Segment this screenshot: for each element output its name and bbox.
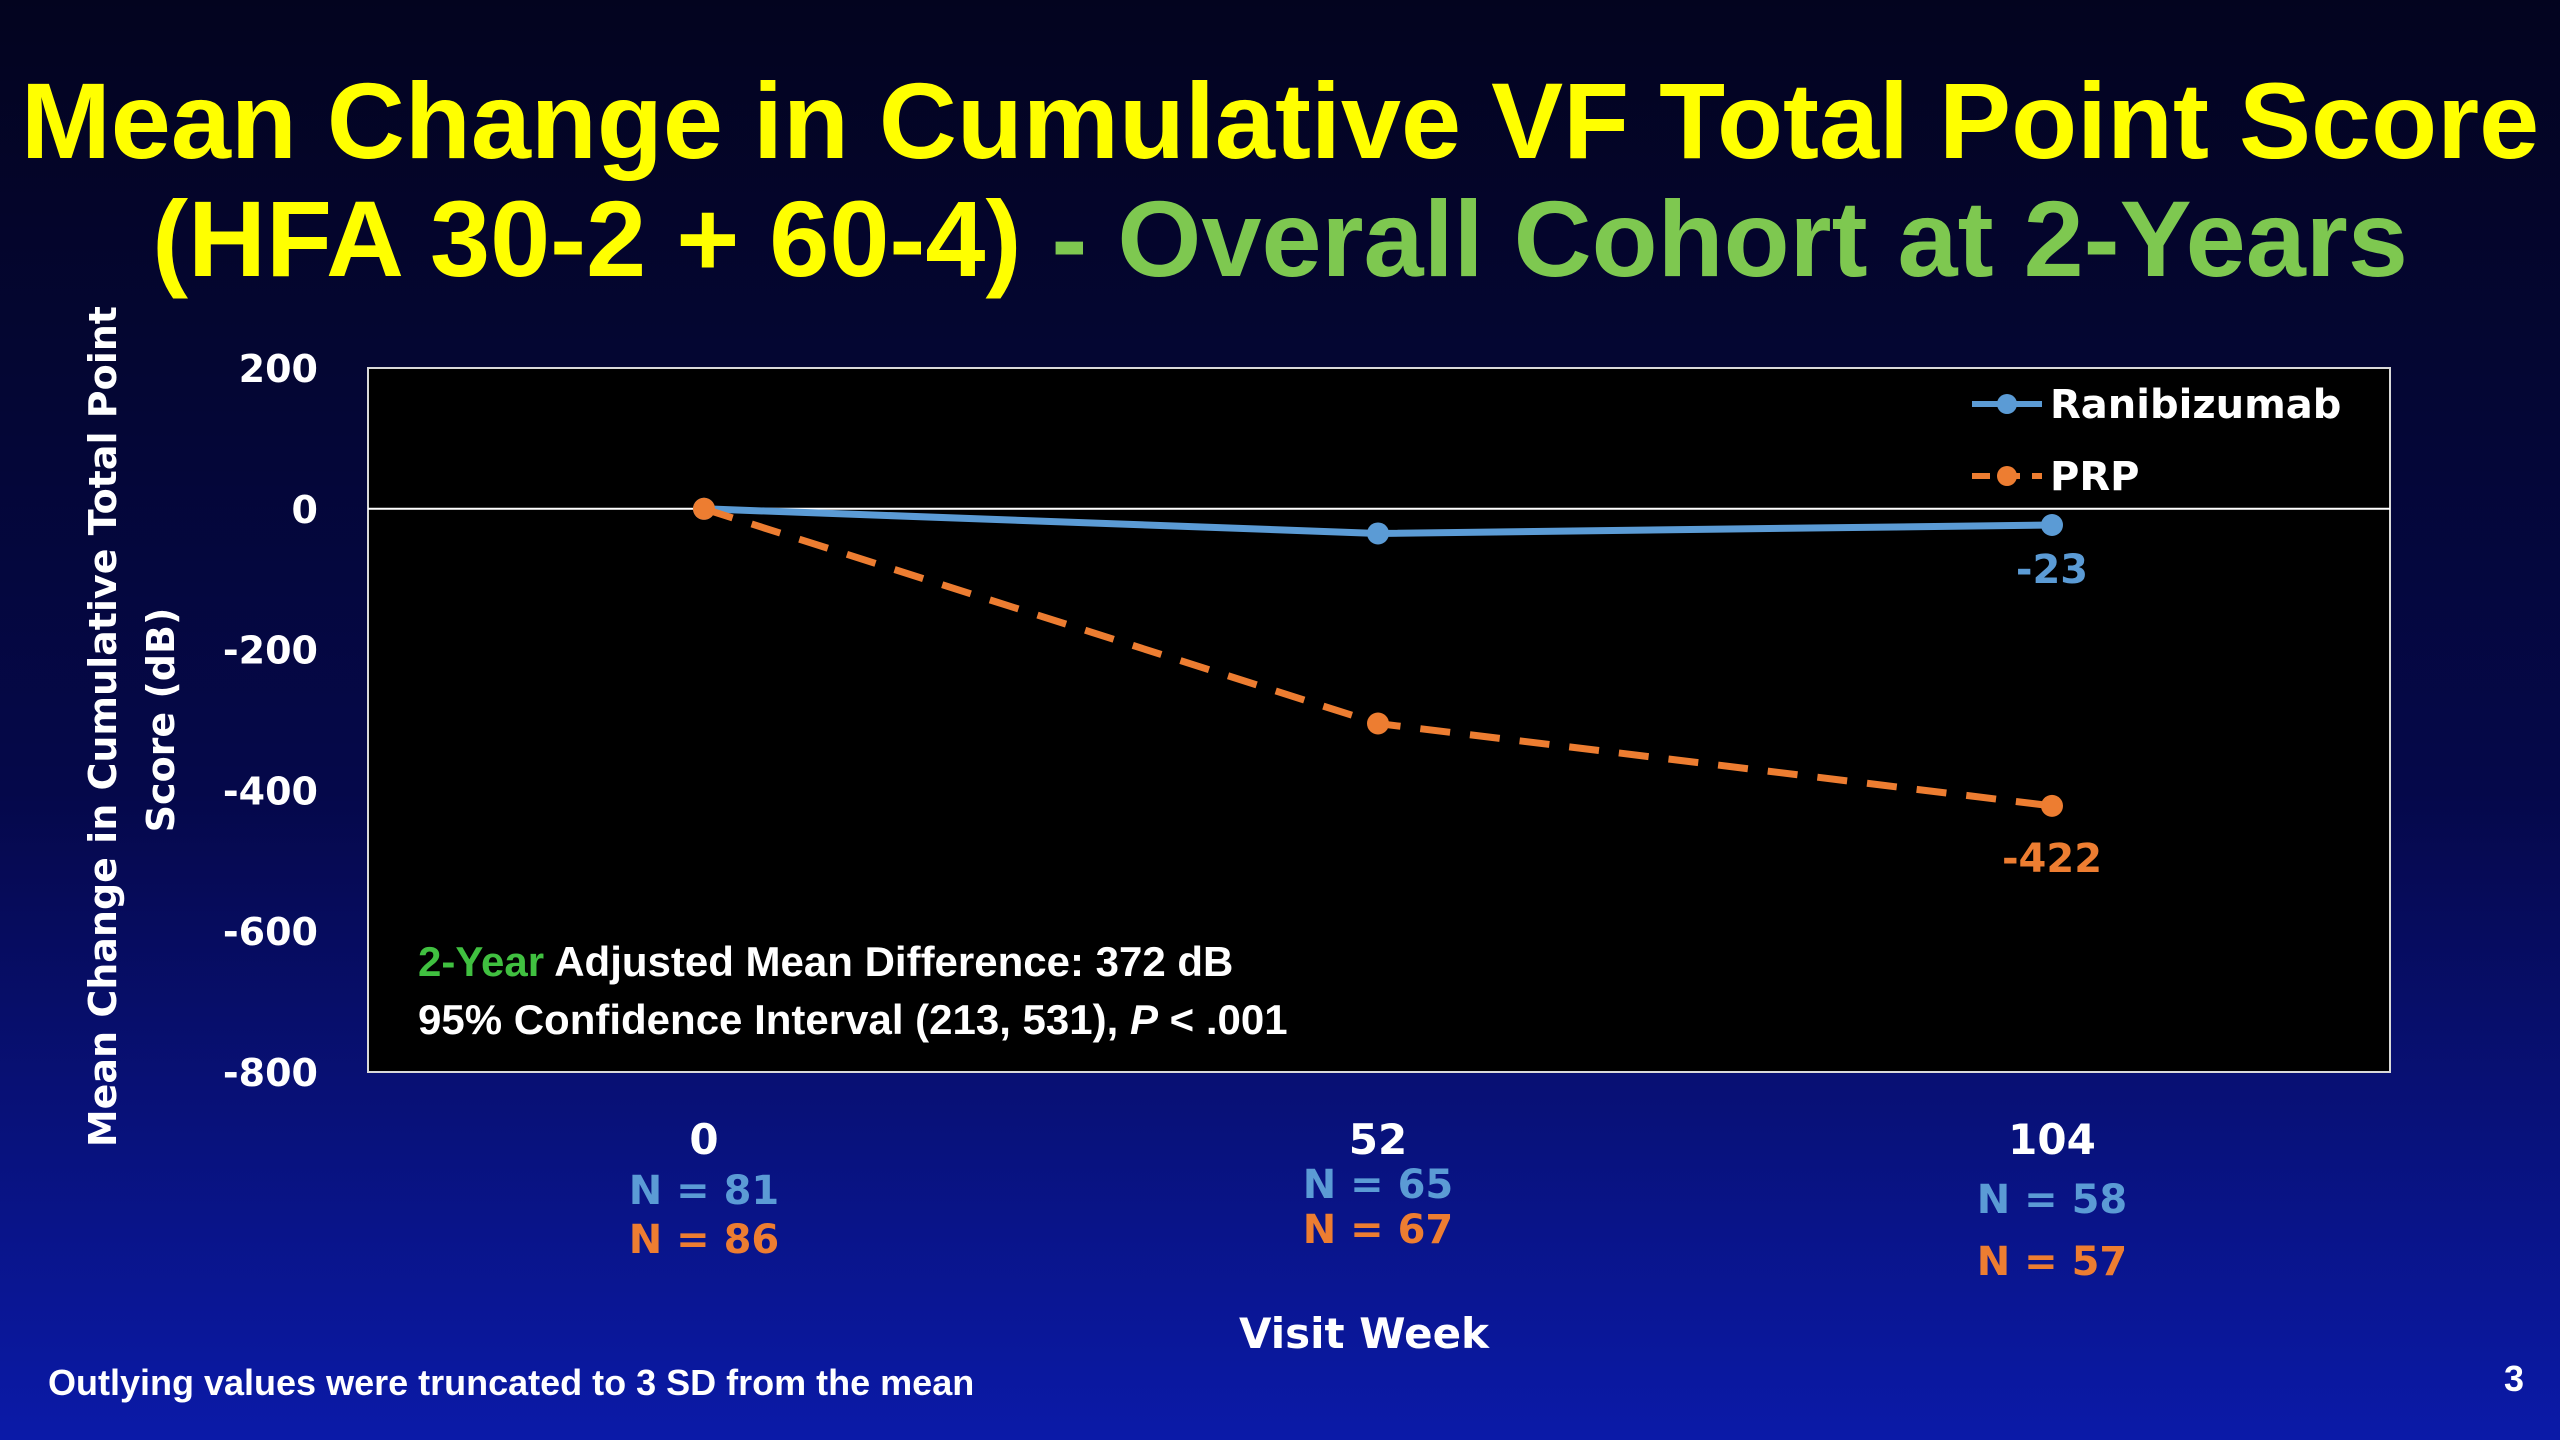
- ranibizumab-end-value-label: -23: [2016, 547, 2088, 593]
- y-axis-label-line-2: Score (dB): [139, 608, 183, 833]
- y-tick-label: -200: [223, 629, 318, 673]
- annotation-2-year: 2-Year: [418, 938, 544, 985]
- footnote: Outlying values were truncated to 3 SD f…: [48, 1362, 975, 1403]
- annotation-p-symbol: P: [1130, 996, 1159, 1043]
- annotation-line-2: 95% Confidence Interval (213, 531), P < …: [418, 996, 1288, 1043]
- x-axis-ticks: 0 52 104: [689, 1115, 2095, 1164]
- y-axis-label: Mean Change in Cumulative Total Point Sc…: [81, 293, 183, 1147]
- series-layer: -23 -422: [693, 497, 2102, 882]
- ranibizumab-sample-size-label: N = 81: [629, 1168, 780, 1214]
- y-tick-label: 0: [292, 488, 318, 532]
- annotation-line-1: 2-Year Adjusted Mean Difference: 372 dB: [418, 938, 1233, 985]
- prp-sample-size-label: N = 67: [1303, 1207, 1454, 1253]
- slide-title: Mean Change in Cumulative VF Total Point…: [0, 62, 2560, 298]
- legend-prp-label: PRP: [2050, 454, 2139, 500]
- y-tick-label: -400: [223, 769, 318, 813]
- legend-prp-marker: [1997, 466, 2017, 486]
- legend-ranibizumab-marker: [1997, 394, 2017, 414]
- title-hfa-part: (HFA 30-2 + 60-4): [152, 178, 1022, 299]
- x-tick-label: 52: [1349, 1115, 1407, 1164]
- prp-data-point: [2041, 794, 2063, 817]
- y-tick-label: -600: [223, 910, 318, 954]
- y-axis-ticks: 200 0 -200 -400 -600 -800: [223, 347, 318, 1095]
- y-axis-label-line-1: Mean Change in Cumulative Total Point: [81, 306, 125, 1147]
- page-number: 3: [2503, 1358, 2524, 1399]
- ranibizumab-data-point: [2041, 513, 2063, 536]
- annotation-mean-difference: Adjusted Mean Difference: 372 dB: [544, 938, 1233, 985]
- prp-data-point: [1367, 712, 1389, 735]
- legend-ranibizumab-label: Ranibizumab: [2050, 382, 2341, 428]
- sample-size-labels: N = 81 N = 65 N = 58 N = 86 N = 67 N = 57: [629, 1162, 2128, 1285]
- prp-data-point: [693, 497, 715, 520]
- title-line-1: Mean Change in Cumulative VF Total Point…: [20, 60, 2540, 181]
- prp-end-value-label: -422: [2002, 836, 2102, 882]
- title-line-2: (HFA 30-2 + 60-4) - Overall Cohort at 2-…: [0, 180, 2560, 298]
- annotation-p-value: < .001: [1158, 996, 1288, 1043]
- ranibizumab-data-point: [1367, 522, 1389, 545]
- x-axis-label: Visit Week: [1239, 1309, 1490, 1358]
- x-tick-label: 104: [2008, 1115, 2096, 1164]
- ranibizumab-sample-size-label: N = 58: [1977, 1177, 2128, 1223]
- ranibizumab-sample-size-label: N = 65: [1303, 1162, 1454, 1208]
- prp-sample-size-label: N = 57: [1977, 1239, 2128, 1285]
- y-tick-label: -800: [223, 1051, 318, 1095]
- prp-sample-size-label: N = 86: [629, 1217, 780, 1263]
- y-tick-label: 200: [239, 347, 318, 391]
- annotation-confidence-interval: 95% Confidence Interval (213, 531),: [418, 996, 1130, 1043]
- legend: Ranibizumab PRP: [1972, 382, 2341, 500]
- plot-area: [367, 367, 2391, 1073]
- title-cohort-part: - Overall Cohort at 2-Years: [1021, 178, 2408, 299]
- x-tick-label: 0: [689, 1115, 718, 1164]
